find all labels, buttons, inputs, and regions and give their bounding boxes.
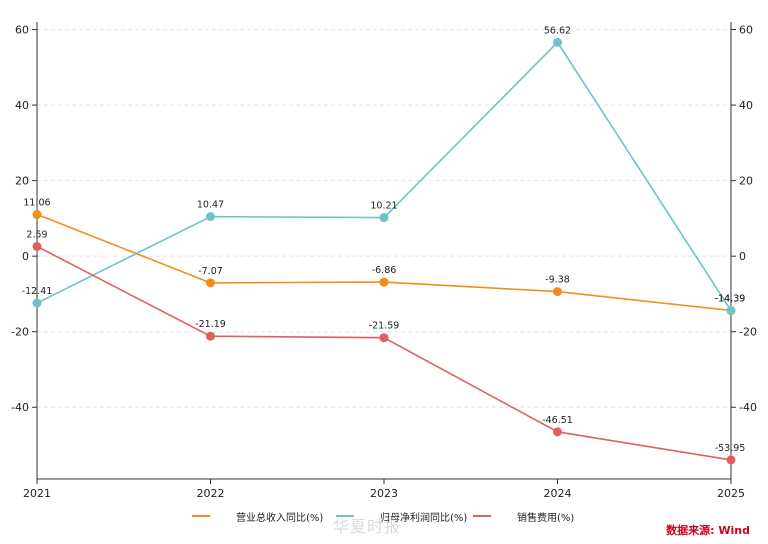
x-tick-label: 2025 <box>717 487 745 500</box>
y-tick-label-left: 0 <box>22 250 29 263</box>
data-label: -53.95 <box>715 443 746 454</box>
legend-item-revenue: 营业总收入同比(%) <box>192 507 323 525</box>
data-point <box>379 277 389 287</box>
x-tick-label: 2022 <box>197 487 225 500</box>
data-label: 56.62 <box>544 25 571 36</box>
data-point <box>379 213 389 223</box>
data-label: -14.39 <box>715 294 746 305</box>
data-point <box>726 306 736 316</box>
series-line-0 <box>36 213 732 312</box>
legend: 营业总收入同比(%) 归母净利润同比(%) 销售费用(%) <box>0 507 768 527</box>
y-tick-label-left: -20 <box>11 326 29 339</box>
data-label: -21.59 <box>369 321 400 332</box>
y-tick-label-left: 60 <box>15 24 29 37</box>
data-point <box>379 333 389 343</box>
x-tick-label: 2024 <box>544 487 572 500</box>
y-tick-label-right: 0 <box>739 250 746 263</box>
data-point <box>32 298 42 308</box>
data-label: -14.39 <box>715 294 746 305</box>
data-label: 10.21 <box>370 201 397 212</box>
data-label: -7.07 <box>198 266 223 277</box>
data-point <box>726 455 736 465</box>
source-note: 数据来源: Wind <box>666 524 750 537</box>
data-point <box>32 209 42 219</box>
y-tick-label-left: -40 <box>11 401 29 414</box>
data-point <box>206 212 215 222</box>
watermark: 华夏时报 <box>333 517 402 536</box>
data-point <box>206 278 215 288</box>
x-tick-label: 2023 <box>370 487 398 500</box>
data-point <box>553 287 562 297</box>
y-tick-label-right: 60 <box>739 24 753 37</box>
data-label: -12.41 <box>22 286 53 297</box>
data-point <box>206 331 215 341</box>
legend-swatch-net-profit <box>336 515 354 517</box>
y-tick-label-right: -20 <box>739 326 757 339</box>
data-point <box>32 241 42 251</box>
legend-item-net-profit: 归母净利润同比(%) <box>336 507 467 525</box>
legend-label-revenue: 营业总收入同比(%) <box>236 512 324 524</box>
legend-swatch-sales-expense <box>473 515 491 517</box>
data-label: -46.51 <box>542 415 573 426</box>
legend-item-sales-expense: 销售费用(%) <box>473 507 574 525</box>
y-tick-label-left: 20 <box>15 175 29 188</box>
data-label: -6.86 <box>372 265 397 276</box>
data-label: -21.19 <box>195 319 226 330</box>
data-point <box>553 427 562 437</box>
data-label: -9.38 <box>545 275 570 286</box>
legend-label-net-profit: 归母净利润同比(%) <box>380 512 468 524</box>
y-tick-label-right: 20 <box>739 175 753 188</box>
legend-swatch-revenue <box>192 515 210 517</box>
y-tick-label-right: -40 <box>739 401 757 414</box>
data-label: 10.47 <box>197 200 224 211</box>
data-label: 2.59 <box>26 229 47 240</box>
y-tick-label-left: 40 <box>15 99 29 112</box>
legend-label-sales-expense: 销售费用(%) <box>517 512 575 524</box>
x-tick-label: 2021 <box>23 487 51 500</box>
data-label: 11.06 <box>23 197 50 208</box>
y-tick-label-right: 40 <box>739 99 753 112</box>
data-point <box>553 37 562 47</box>
